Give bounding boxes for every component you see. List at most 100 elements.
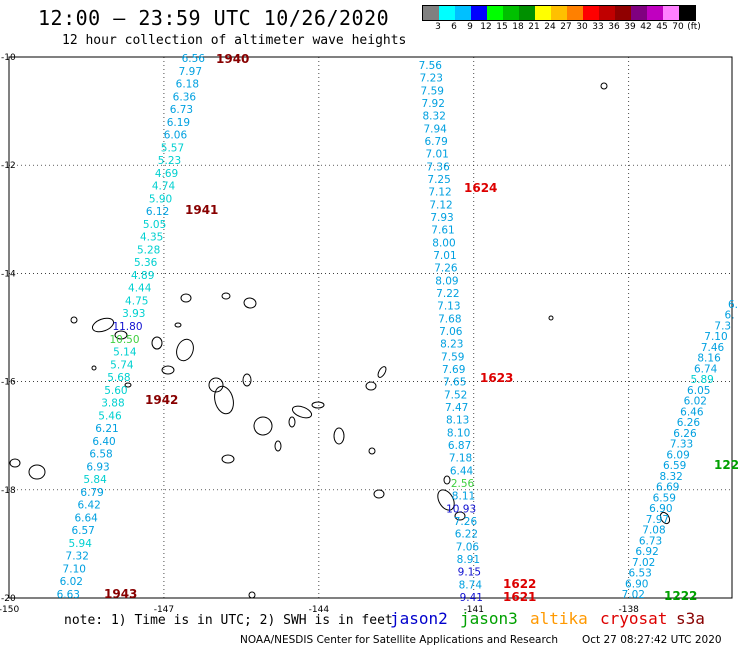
island-outline	[437, 489, 455, 511]
swh-value: 8.10	[447, 427, 470, 439]
swh-value: 8.11	[452, 491, 475, 503]
swh-value: 6.56	[182, 53, 206, 65]
sat-jason3: jason3	[460, 609, 518, 628]
swh-value: 3.88	[101, 398, 124, 410]
island-outline	[151, 336, 163, 350]
swh-value: 6.59	[653, 492, 676, 504]
island-outline	[291, 405, 313, 419]
swh-value: 9.41	[460, 592, 483, 604]
island-outline	[253, 416, 273, 436]
legend-label: 6	[451, 22, 457, 32]
swh-value: 7.59	[421, 85, 444, 97]
swh-value: 7.93	[430, 212, 453, 224]
legend-swatch	[535, 6, 551, 20]
swh-value: 5.74	[110, 359, 134, 371]
swh-value: 7.59	[441, 351, 464, 363]
island-outline	[243, 297, 257, 309]
legend-label: 70	[672, 22, 684, 32]
swh-value: 6.93	[86, 461, 109, 473]
page-subtitle: 12 hour collection of altimeter wave hei…	[62, 33, 407, 48]
swh-value: 6.09	[666, 449, 689, 461]
legend-swatch	[631, 6, 647, 20]
swh-value: 6.26	[677, 417, 701, 429]
swh-value: 6.69	[656, 482, 679, 494]
swh-value: 5.90	[149, 193, 172, 205]
x-tick-label: -138	[618, 605, 639, 615]
swh-value: 7.22	[436, 288, 459, 300]
pass-time-label: 1222	[664, 589, 697, 603]
legend-label: 12	[480, 22, 492, 32]
island-outline	[454, 511, 466, 521]
swh-value: 7.61	[431, 225, 454, 237]
swh-value: 6.79	[80, 487, 103, 499]
swh-value: 7.13	[437, 301, 460, 313]
swh-value: 8.32	[423, 111, 446, 123]
y-tick-label: -10	[1, 53, 16, 63]
legend-swatch	[663, 6, 679, 20]
swh-value: 7.10	[63, 563, 86, 575]
swh-value: 7.47	[445, 402, 468, 414]
swh-value: 6.05	[687, 385, 710, 397]
legend-swatch	[583, 6, 599, 20]
swh-value: 8.74	[459, 579, 483, 591]
y-tick-label: -20	[1, 594, 16, 604]
legend-label: 3	[435, 22, 441, 32]
pass-time-label: 1624	[464, 181, 497, 195]
legend-label: 18	[512, 22, 524, 32]
swh-value: 6.02	[60, 576, 83, 588]
island-outline	[288, 416, 296, 428]
island-outline	[9, 458, 21, 468]
legend-swatch	[551, 6, 567, 20]
swh-value: 7.97	[179, 66, 202, 78]
swh-value: 7.36	[426, 161, 450, 173]
y-tick-label: -14	[1, 269, 16, 279]
swh-value: 6.40	[92, 436, 115, 448]
swh-value: 7.06	[439, 326, 463, 338]
swh-value: 6.74	[694, 363, 718, 375]
swh-value: 6.73	[639, 535, 662, 547]
graticule	[9, 57, 732, 598]
pass-time-label: 1943	[104, 587, 137, 601]
legend-swatch	[471, 6, 487, 20]
swh-value: 2.56	[451, 478, 475, 490]
swh-value: 5.94	[69, 538, 93, 550]
sat-s3a: s3a	[676, 609, 705, 628]
legend-label: 9	[467, 22, 473, 32]
swh-value: 6.79	[424, 136, 447, 148]
island-outline	[70, 316, 78, 324]
swh-value: 5.84	[83, 474, 107, 486]
swh-value: 9.15	[458, 567, 481, 579]
swh-value: 4.75	[125, 295, 148, 307]
legend-swatch	[567, 6, 583, 20]
swh-value: 4.89	[131, 270, 154, 282]
swh-value: 7.12	[429, 199, 452, 211]
swh-value: 4.44	[128, 283, 152, 295]
swh-value: 7.02	[622, 589, 645, 601]
page-title: 12:00 – 23:59 UTC 10/26/2020	[38, 6, 390, 30]
island-outline	[443, 475, 451, 485]
swh-value: 7.94	[423, 123, 447, 135]
swh-value: 6.53	[628, 568, 651, 580]
legend-swatch	[455, 6, 471, 20]
x-tick-label: -147	[154, 605, 174, 615]
footnote: note: 1) Time is in UTC; 2) SWH is in fe…	[64, 613, 393, 628]
swh-value: 7.26	[454, 516, 478, 528]
swh-value: 6.59	[663, 460, 686, 472]
legend-label: 15	[496, 22, 508, 32]
swh-value: 6.90	[625, 578, 648, 590]
legend-label: 24	[544, 22, 556, 32]
island-outline	[548, 315, 554, 321]
swh-value: 4.74	[152, 181, 176, 193]
swh-value: 6.	[725, 310, 735, 322]
sat-altika: altika	[530, 609, 588, 628]
swh-value: 7.08	[642, 525, 665, 537]
swh-value: 7.18	[449, 453, 472, 465]
swh-value: 6.19	[167, 117, 190, 129]
pass-time-label: 1623	[480, 371, 513, 385]
swh-value: 6.06	[164, 130, 188, 142]
swh-value: 11.80	[112, 321, 142, 333]
legend-swatch	[647, 6, 663, 20]
swh-value: 7.68	[438, 313, 461, 325]
swh-value: 8.00	[432, 237, 455, 249]
